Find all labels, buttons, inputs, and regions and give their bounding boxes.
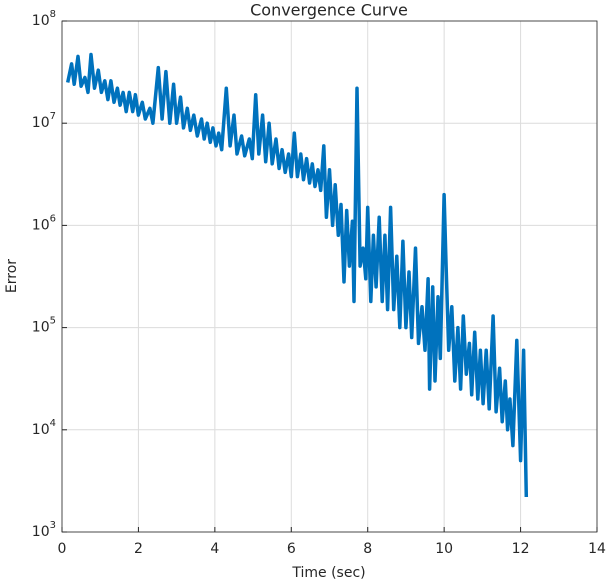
x-tick-label: 6 [287, 541, 296, 557]
y-tick-label: 108 [32, 9, 56, 29]
chart-title: Convergence Curve [250, 1, 408, 20]
x-tick-label: 12 [512, 541, 530, 557]
plot [65, 52, 529, 498]
y-tick-label: 103 [32, 520, 56, 540]
x-tick-label: 2 [134, 541, 143, 557]
y-tick-label: 107 [32, 111, 56, 131]
x-tick-label: 14 [588, 541, 606, 557]
x-tick-label: 4 [210, 541, 219, 557]
y-tick-label: 104 [32, 418, 56, 438]
x-tick-label: 0 [58, 541, 67, 557]
y-tick-label: 106 [32, 213, 56, 233]
y-axis-label: Error [4, 259, 20, 293]
y-tick-label: 105 [32, 316, 56, 336]
x-tick-label: 10 [435, 541, 453, 557]
series-line [65, 52, 529, 498]
plot-area [62, 21, 597, 532]
x-axis-label: Time (sec) [291, 565, 365, 581]
x-tick-label: 8 [363, 541, 372, 557]
axes-box [61, 20, 598, 533]
ticks: 0 2 4 6 8 10 12 14 103 104 105 106 107 108 [32, 9, 606, 557]
